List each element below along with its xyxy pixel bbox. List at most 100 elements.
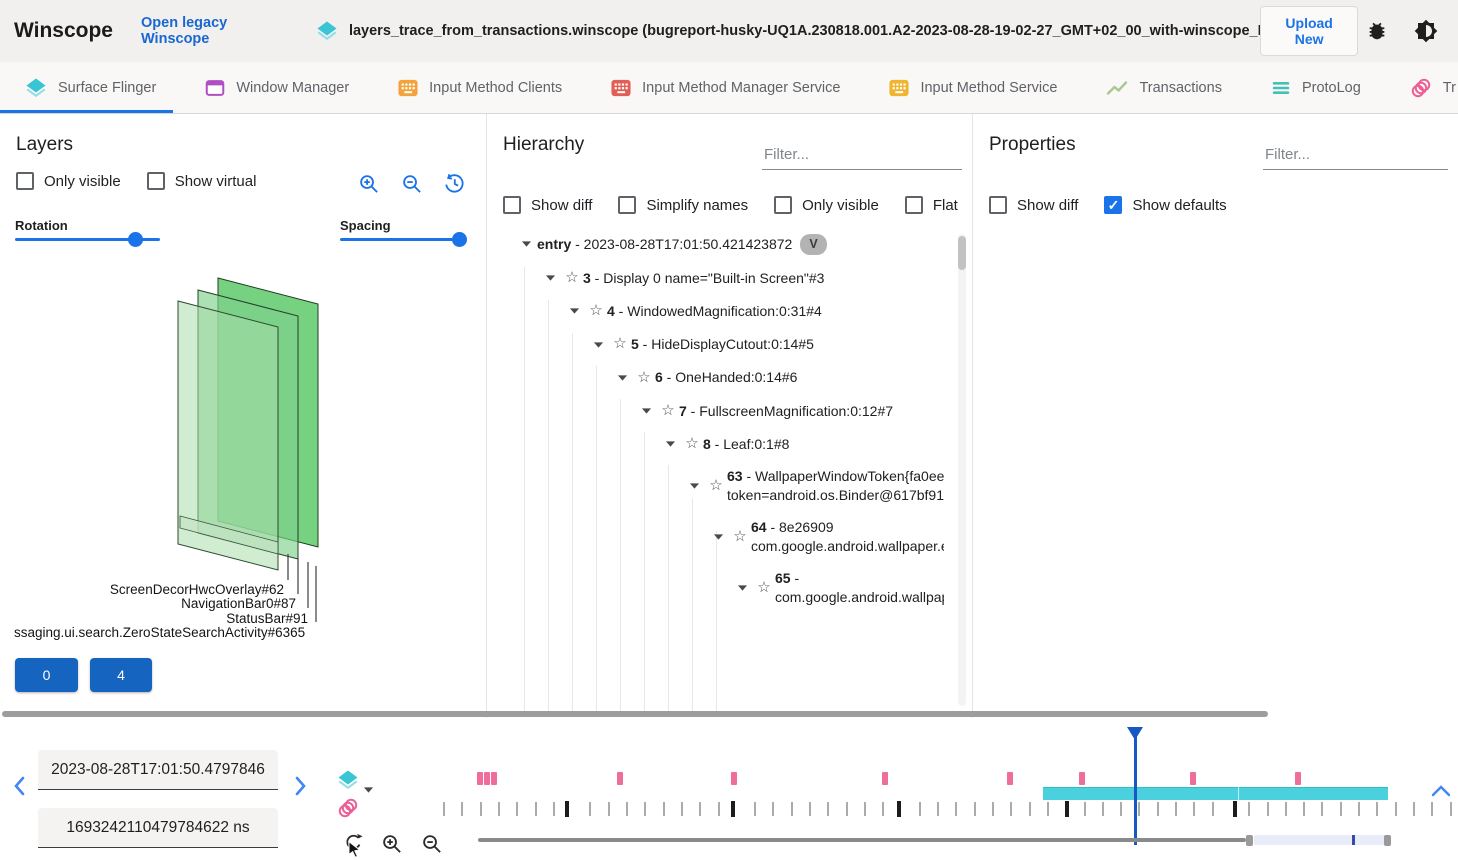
display-group-button-0[interactable]: 0 (15, 658, 78, 692)
caret-down-icon[interactable] (635, 407, 657, 415)
checkbox-show-diff[interactable]: Show diff (989, 196, 1078, 214)
tab-window-manager[interactable]: Window Manager (180, 62, 373, 113)
timestamp-ns-input[interactable] (38, 808, 278, 848)
trace-entry-tick[interactable] (1284, 802, 1287, 816)
checkbox-unchecked-icon[interactable] (618, 196, 637, 214)
tab-tr[interactable]: Tr (1385, 62, 1458, 113)
tab-surface-flinger[interactable]: Surface Flinger (0, 62, 180, 113)
caret-down-icon[interactable] (587, 341, 609, 349)
trace-entry-tick[interactable] (644, 802, 647, 816)
trace-entry-tick[interactable] (809, 802, 811, 816)
trace-entry-tick[interactable] (552, 802, 555, 816)
trace-entry-tick[interactable] (589, 802, 592, 816)
trace-entry-tick[interactable] (1101, 802, 1104, 816)
tree-node-entry[interactable]: entry - 2023-08-28T17:01:50.421423872 V (503, 234, 944, 255)
trace-entry-tick[interactable] (1339, 802, 1342, 816)
trace-entry-tick[interactable] (479, 802, 482, 816)
pin-star-icon[interactable]: ☆ (565, 268, 579, 286)
checkbox-flat[interactable]: Flat (904, 196, 958, 214)
pin-star-icon[interactable]: ☆ (661, 401, 675, 419)
trace-entry-tick[interactable] (973, 802, 976, 816)
checkbox-only-visible[interactable]: Only visible (774, 196, 879, 214)
checkbox-simplify-names[interactable]: Simplify names (618, 196, 748, 214)
tab-input-method-service[interactable]: Input Method Service (864, 62, 1081, 113)
caret-down-icon[interactable] (611, 374, 633, 382)
trace-entry-tick[interactable] (607, 802, 610, 816)
tab-protolog[interactable]: ProtoLog (1246, 62, 1385, 113)
caret-down-icon[interactable] (659, 440, 681, 448)
spacing-slider[interactable] (340, 232, 467, 247)
trace-entry-tick[interactable] (1175, 802, 1177, 816)
rotation-slider-thumb[interactable] (128, 232, 143, 247)
trace-entry-tick[interactable] (863, 802, 866, 816)
zoom-scrollbar-end-handle[interactable] (1384, 835, 1391, 846)
trace-entry-tick[interactable] (754, 802, 757, 816)
trace-entry-tick[interactable] (1046, 802, 1049, 816)
checkbox-unchecked-icon[interactable] (503, 196, 521, 214)
timeline-zoom-out-icon[interactable] (420, 832, 443, 855)
zoom-scrollbar-remainder[interactable] (1254, 835, 1388, 845)
transition-event-mark[interactable] (731, 772, 737, 785)
trace-entry-tick-selected[interactable] (1233, 801, 1237, 817)
trace-entry-tick[interactable] (1083, 802, 1086, 816)
trace-entry-tick[interactable] (717, 802, 720, 816)
panel-resize-handle[interactable] (2, 711, 1268, 717)
caret-down-icon[interactable] (563, 307, 585, 315)
tree-node-5[interactable]: ☆ 5 - HideDisplayCutout:0:14#5 (503, 334, 944, 354)
tree-node-6[interactable]: ☆ 6 - OneHanded:0:14#6 (503, 368, 944, 388)
caret-down-icon[interactable] (539, 274, 561, 282)
caret-down-icon[interactable] (731, 584, 753, 592)
tree-node-64[interactable]: ☆ 64 - 8e26909 com.google.android.wallpap… (503, 518, 944, 556)
trace-entry-tick[interactable] (1303, 802, 1306, 816)
checkbox-show-diff[interactable]: Show diff (503, 196, 592, 214)
hierarchy-filter-input[interactable] (762, 144, 962, 170)
tree-node-4[interactable]: ☆ 4 - WindowedMagnification:0:31#4 (503, 301, 944, 321)
rect-label[interactable]: ScreenDecorHwcOverlay#62 (109, 582, 284, 597)
trace-entry-tick[interactable] (1394, 802, 1397, 816)
trace-entry-tick[interactable] (680, 802, 683, 816)
pin-star-icon[interactable]: ☆ (757, 578, 771, 596)
checkbox-show-virtual[interactable]: Show virtual (146, 172, 256, 190)
playhead-line[interactable] (1134, 727, 1137, 845)
trace-entry-tick[interactable] (955, 802, 958, 816)
trace-entry-tick[interactable] (937, 802, 940, 816)
tab-input-method-clients[interactable]: Input Method Clients (373, 62, 586, 113)
theme-toggle-icon[interactable] (1414, 19, 1438, 43)
caret-down-icon[interactable] (515, 240, 537, 248)
trace-entry-tick[interactable] (918, 802, 921, 816)
tree-node-3[interactable]: ☆ 3 - Display 0 name="Built-in Screen"#3 (503, 268, 944, 288)
trace-entry-tick[interactable] (1211, 802, 1214, 816)
trace-entry-tick[interactable] (1010, 802, 1013, 816)
zoom-in-icon[interactable] (357, 172, 380, 195)
pin-star-icon[interactable]: ☆ (613, 335, 627, 353)
trace-entry-tick[interactable] (497, 802, 500, 816)
transition-event-mark[interactable] (1190, 772, 1196, 785)
trace-entry-tick[interactable] (1120, 802, 1123, 816)
trace-entry-tick[interactable] (534, 802, 537, 816)
bug-report-icon[interactable] (1366, 20, 1388, 42)
timeline-canvas[interactable] (0, 718, 1458, 860)
trace-entry-tick[interactable] (1431, 802, 1434, 816)
trace-entry-tick[interactable] (443, 802, 445, 816)
trace-entry-tick-selected[interactable] (897, 801, 901, 817)
trace-entry-tick[interactable] (516, 802, 519, 816)
trace-entry-tick-selected[interactable] (565, 801, 569, 817)
spacing-slider-thumb[interactable] (452, 232, 467, 247)
pin-star-icon[interactable]: ☆ (709, 477, 723, 495)
checkbox-unchecked-icon[interactable] (146, 172, 165, 190)
zoom-scrollbar-handle[interactable] (1246, 835, 1253, 846)
trace-entry-tick[interactable] (992, 802, 994, 816)
next-entry-chevron-icon[interactable] (290, 774, 310, 798)
transition-event-mark[interactable] (1079, 772, 1085, 785)
checkbox-show-defaults[interactable]: ✓ Show defaults (1104, 196, 1227, 214)
properties-filter-input[interactable] (1263, 144, 1448, 170)
trace-selector-caret-icon[interactable] (363, 786, 374, 794)
caret-down-icon[interactable] (683, 482, 705, 490)
trace-entry-tick[interactable] (1248, 802, 1251, 816)
reset-view-icon[interactable] (443, 172, 466, 195)
trace-entry-tick[interactable] (772, 802, 775, 816)
rect-label[interactable]: NavigationBar0#87 (181, 596, 296, 611)
transition-event-mark[interactable] (477, 772, 483, 785)
trace-entry-tick[interactable] (1193, 802, 1196, 816)
timeline-zoom-scrollbar[interactable] (478, 838, 1246, 842)
